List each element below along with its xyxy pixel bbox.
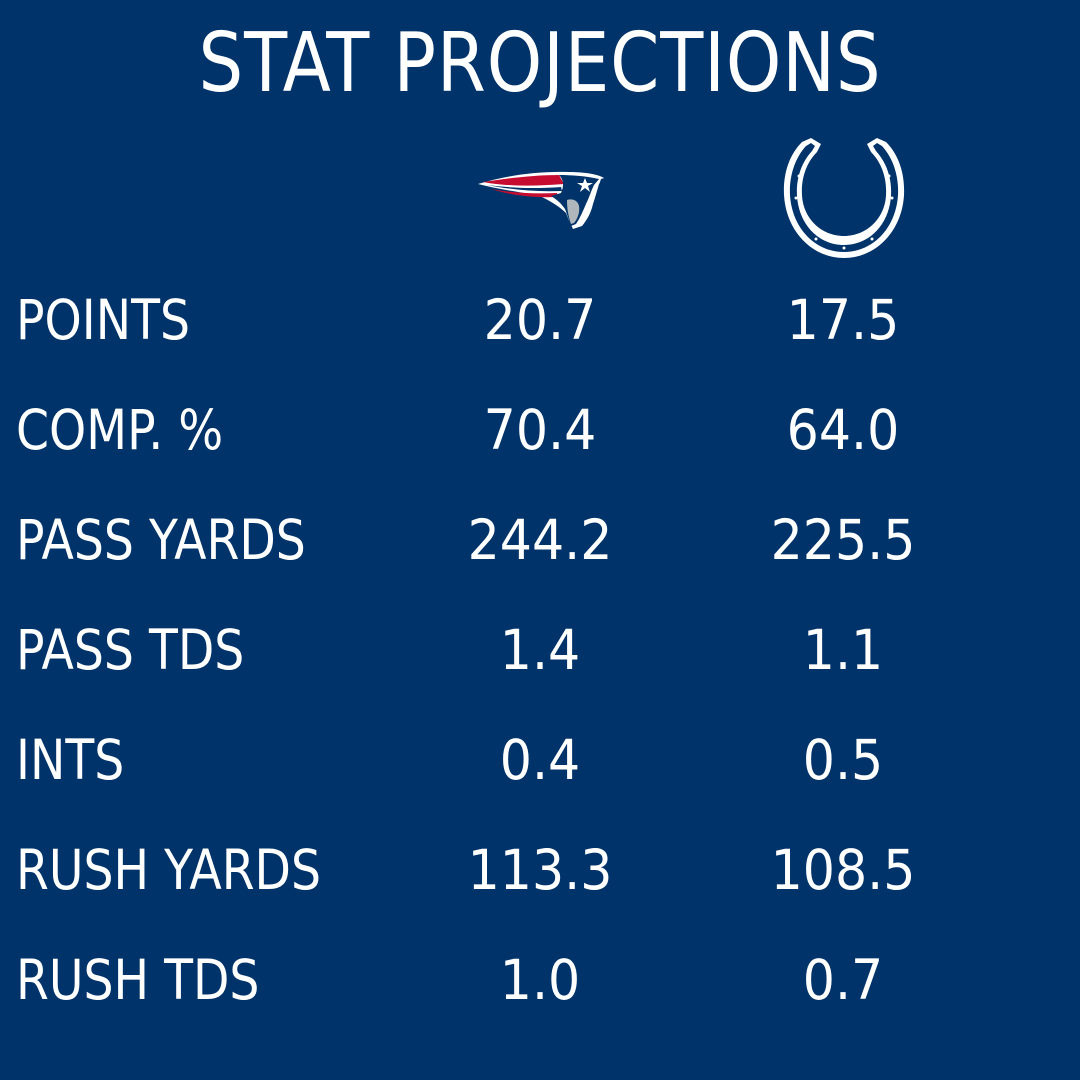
colts-pass-tds-value: 1.1 xyxy=(802,618,884,682)
stat-label-ints: INTS xyxy=(16,728,125,792)
stat-label-pass-tds: PASS TDS xyxy=(16,618,245,682)
stat-row-points: POINTS 20.7 17.5 xyxy=(0,265,1080,375)
colts-completion-percentage-value: 64.0 xyxy=(786,398,900,462)
patriots-pass-tds-value: 1.4 xyxy=(499,618,581,682)
stat-label-points: POINTS xyxy=(16,288,191,352)
patriots-completion-percentage-value: 70.4 xyxy=(483,398,597,462)
stat-row-completion-percentage: COMP. % 70.4 64.0 xyxy=(0,375,1080,485)
stat-label-rush-yards: RUSH YARDS xyxy=(16,838,322,902)
patriots-pass-yards-value: 244.2 xyxy=(467,508,613,572)
stat-row-rush-yards: RUSH YARDS 113.3 108.5 xyxy=(0,815,1080,925)
patriots-rush-tds-value: 1.0 xyxy=(499,948,581,1012)
stat-row-pass-tds: PASS TDS 1.4 1.1 xyxy=(0,595,1080,705)
stat-label-pass-yards: PASS YARDS xyxy=(16,508,306,572)
colts-rush-yards-value: 108.5 xyxy=(770,838,916,902)
page-title: STAT PROJECTIONS xyxy=(198,16,882,111)
patriots-logo-icon xyxy=(478,171,604,229)
patriots-points-value: 20.7 xyxy=(483,288,597,352)
stat-row-pass-yards: PASS YARDS 244.2 225.5 xyxy=(0,485,1080,595)
colts-ints-value: 0.5 xyxy=(802,728,884,792)
colts-points-value: 17.5 xyxy=(786,288,900,352)
stat-label-rush-tds: RUSH TDS xyxy=(16,948,260,1012)
stat-row-rush-tds: RUSH TDS 1.0 0.7 xyxy=(0,925,1080,1035)
colts-horseshoe-icon xyxy=(783,138,905,258)
colts-rush-tds-value: 0.7 xyxy=(802,948,884,1012)
stat-row-ints: INTS 0.4 0.5 xyxy=(0,705,1080,815)
patriots-rush-yards-value: 113.3 xyxy=(467,838,613,902)
patriots-ints-value: 0.4 xyxy=(499,728,581,792)
colts-pass-yards-value: 225.5 xyxy=(770,508,916,572)
stat-label-completion-percentage: COMP. % xyxy=(16,398,224,462)
